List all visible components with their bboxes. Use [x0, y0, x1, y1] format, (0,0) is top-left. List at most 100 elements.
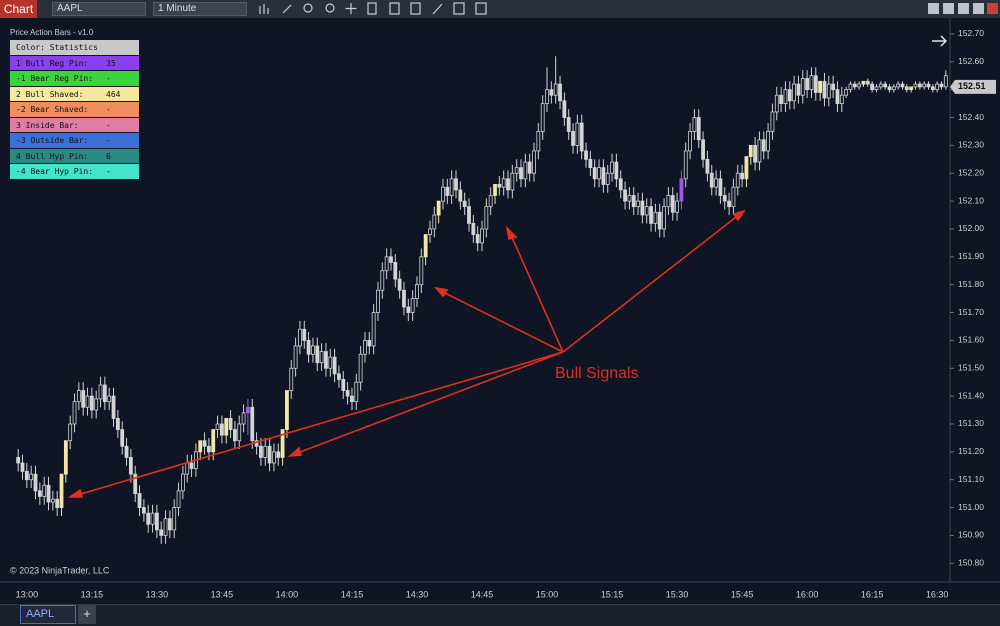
candle-body — [861, 80, 866, 85]
candle-body — [497, 183, 502, 188]
candle-body — [614, 161, 619, 180]
header-text: Color: Statistics — [16, 43, 98, 52]
candle-body — [592, 167, 597, 180]
candle-body — [501, 178, 506, 188]
candle-body — [72, 401, 77, 425]
stats-row: 4 Bull Hyp Pin: 6 — [10, 148, 139, 164]
candle-body — [328, 356, 333, 369]
arrowhead — [433, 286, 449, 298]
add-tab[interactable]: + — [78, 605, 96, 624]
candle-body — [441, 186, 445, 202]
x-tick-label: 15:15 — [601, 589, 624, 599]
tab[interactable]: AAPL — [20, 605, 76, 624]
candle-body — [50, 498, 55, 503]
candle-body — [744, 156, 749, 180]
tab-bar: AAPL + — [0, 604, 1000, 626]
candle-body — [285, 390, 289, 430]
candle-body — [33, 473, 38, 492]
candle-body — [233, 429, 237, 442]
candle-body — [302, 328, 307, 341]
candle-body — [124, 445, 129, 458]
candle-body — [900, 83, 905, 88]
y-tick-label: 151.10 — [958, 474, 984, 484]
x-tick-label: 15:45 — [731, 589, 754, 599]
stats-label: -2 Bear Shaved: — [16, 105, 89, 114]
candle-body — [228, 418, 233, 430]
candle-body — [909, 86, 914, 91]
candle-body — [913, 83, 918, 88]
candle-body — [397, 278, 402, 291]
last-price-label: 152.51 — [958, 81, 986, 91]
y-tick-label: 151.40 — [958, 390, 984, 400]
candle-body — [692, 117, 697, 132]
candle-body — [488, 195, 493, 208]
candle-body — [454, 178, 458, 191]
candle-body — [46, 484, 51, 503]
candle-body — [371, 312, 376, 347]
candle-body — [384, 256, 389, 272]
candle-body — [42, 484, 47, 497]
candle-body — [822, 80, 827, 99]
candle-body — [536, 131, 541, 152]
x-tick-label: 14:15 — [341, 589, 364, 599]
y-tick-label: 152.40 — [958, 112, 984, 122]
candle-body — [562, 100, 567, 118]
candle-body — [584, 150, 588, 160]
x-tick-label: 13:45 — [211, 589, 234, 599]
candle-body — [588, 158, 593, 169]
candle-body — [740, 172, 744, 180]
candle-body — [571, 131, 575, 146]
candle-body — [29, 473, 34, 481]
candle-body — [631, 195, 636, 208]
candle-body — [878, 83, 883, 88]
candle-body — [419, 256, 424, 286]
candle-body — [662, 206, 666, 230]
symbol-select[interactable]: AAPL — [52, 2, 146, 16]
annotation: Bull Signals — [555, 365, 639, 382]
candle-body — [180, 473, 185, 492]
y-tick-label: 152.00 — [958, 223, 984, 233]
x-tick-label: 13:15 — [81, 589, 104, 599]
candle-body — [532, 150, 536, 174]
candle-body — [930, 86, 935, 91]
stats-value: - — [106, 167, 111, 176]
y-tick-label: 152.70 — [958, 28, 984, 38]
candle-body — [289, 367, 294, 391]
candle-body — [332, 356, 337, 375]
candle-body — [81, 390, 86, 408]
candle-body — [891, 86, 896, 91]
candle-body — [263, 445, 268, 458]
candle-body — [753, 144, 757, 163]
chart-button[interactable]: Chart — [0, 0, 37, 18]
stats-value: 35 — [106, 58, 116, 68]
candle-body — [467, 206, 471, 224]
candle-body — [510, 172, 515, 191]
stats-header: Color: Statistics — [10, 40, 139, 56]
candle-body — [120, 429, 125, 447]
candle-body — [462, 200, 467, 208]
candle-body — [423, 234, 428, 258]
stats-value: 6 — [106, 151, 111, 161]
candle-body — [298, 328, 302, 347]
stats-label: 1 Bull Reg Pin: — [16, 58, 89, 68]
candle-body — [770, 111, 775, 132]
copyright: © 2023 NinjaTrader, LLC — [10, 565, 110, 575]
candle-body — [896, 83, 901, 88]
candle-body — [367, 339, 372, 347]
scroll-arrow[interactable] — [932, 35, 948, 47]
candle-body — [493, 183, 497, 196]
annotation-arrows — [67, 209, 746, 498]
arrow — [440, 290, 564, 353]
candle-body — [24, 470, 29, 481]
candle-body — [341, 379, 346, 391]
candle-body — [917, 83, 922, 88]
candle-body — [480, 228, 484, 244]
candle-body — [887, 86, 892, 91]
interval-select[interactable]: 1 Minute — [153, 2, 247, 16]
candle-body — [146, 512, 151, 525]
candle-body — [787, 89, 792, 102]
arrowhead — [287, 446, 303, 458]
x-tick-label: 13:00 — [16, 589, 39, 599]
candle-body — [246, 406, 250, 414]
x-tick-label: 16:15 — [861, 589, 884, 599]
